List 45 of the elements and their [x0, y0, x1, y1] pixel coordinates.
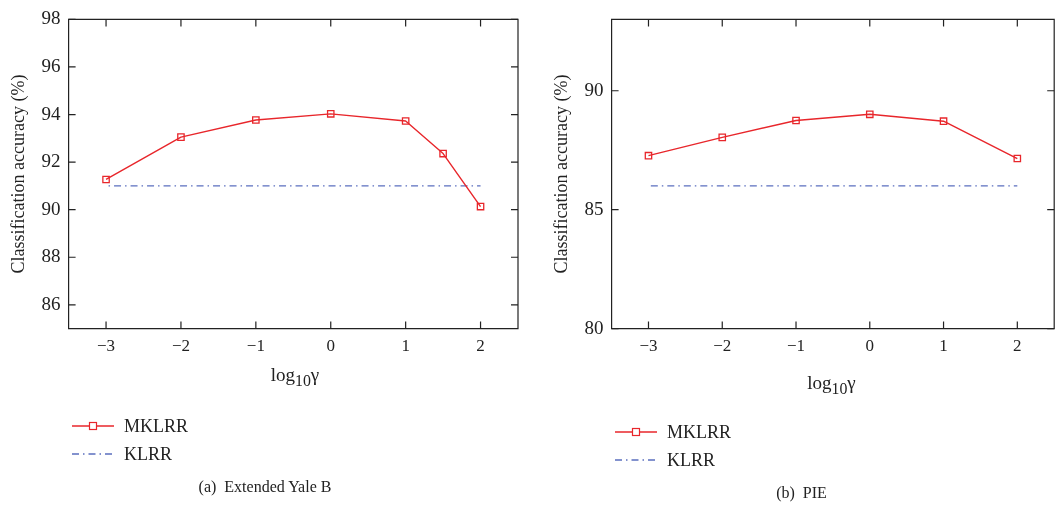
point — [102, 175, 110, 184]
x-tick-label: −2 — [171, 336, 190, 356]
legend-label: KLRR — [124, 443, 173, 465]
x-axis-title: log$_{10}$γ — [269, 364, 321, 390]
x-tick-label: −3 — [639, 336, 658, 356]
point — [939, 117, 948, 126]
legend-label: MKLRR — [667, 421, 732, 443]
y-tick-label: 88 — [41, 245, 61, 267]
y-tick-label: 98 — [41, 7, 61, 29]
y-tick-label: 80 — [584, 316, 604, 338]
point — [792, 116, 800, 125]
point — [1013, 154, 1022, 163]
y-tick-label: 92 — [41, 150, 61, 172]
x-tick-label: −1 — [246, 336, 265, 356]
text: (a) Extended Yale B — [197, 478, 333, 496]
x-tick-label: 2 — [476, 336, 485, 356]
x-tick-label: −1 — [786, 336, 806, 356]
legend-label: MKLRR — [124, 415, 189, 437]
point — [326, 109, 335, 118]
x-tick-label: 1 — [939, 336, 948, 356]
point — [252, 116, 260, 124]
x-tick-label: −3 — [97, 336, 116, 356]
point — [476, 202, 485, 211]
y-tick-label: 85 — [584, 197, 604, 219]
legend-label: KLRR — [667, 449, 716, 471]
point — [439, 149, 447, 158]
x-tick-label: 0 — [865, 336, 875, 356]
y-axis-title: Classification accuracy (%) — [550, 74, 572, 274]
y-tick-label: 90 — [41, 197, 61, 219]
y-axis-title: Classification accuracy (%) — [7, 74, 29, 274]
y-tick-label: 94 — [41, 102, 62, 124]
point — [865, 110, 874, 119]
text: (b) PIE — [775, 484, 828, 502]
point — [401, 117, 410, 125]
point — [644, 151, 653, 160]
x-tick-label: 0 — [326, 336, 335, 356]
point — [177, 133, 185, 141]
point — [718, 133, 727, 142]
y-tick-label: 90 — [584, 78, 604, 100]
y-tick-label: 96 — [41, 54, 61, 76]
x-axis-title: log$_{10}$γ — [806, 372, 857, 398]
x-tick-label: 1 — [401, 336, 410, 356]
y-tick-label: 86 — [41, 292, 61, 314]
x-tick-label: −2 — [713, 336, 732, 356]
x-tick-label: 2 — [1013, 336, 1022, 356]
